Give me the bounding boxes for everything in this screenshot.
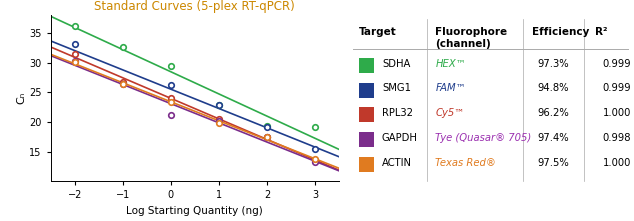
Text: 94.8%: 94.8% (538, 83, 569, 93)
Text: RPL32: RPL32 (382, 108, 413, 118)
Text: Efficiency: Efficiency (531, 27, 589, 37)
Text: R²: R² (595, 27, 607, 37)
Text: 97.3%: 97.3% (538, 59, 569, 69)
Text: 97.5%: 97.5% (538, 158, 569, 168)
Text: SDHA: SDHA (382, 59, 410, 69)
Text: 0.999: 0.999 (602, 83, 631, 93)
Text: FAM™: FAM™ (436, 83, 466, 93)
Bar (359, 132, 373, 147)
Bar (359, 83, 373, 97)
Text: Cy5™: Cy5™ (436, 108, 465, 118)
Text: Target: Target (359, 27, 396, 37)
Text: 96.2%: 96.2% (538, 108, 569, 118)
Text: 1.000: 1.000 (602, 108, 631, 118)
Text: Texas Red®: Texas Red® (436, 158, 496, 168)
Text: GAPDH: GAPDH (382, 133, 418, 143)
Title: Standard Curves (5-plex RT-qPCR): Standard Curves (5-plex RT-qPCR) (94, 0, 295, 13)
Text: SMG1: SMG1 (382, 83, 411, 93)
Text: 0.998: 0.998 (602, 133, 631, 143)
Text: 1.000: 1.000 (602, 158, 631, 168)
X-axis label: Log Starting Quantity (ng): Log Starting Quantity (ng) (127, 206, 263, 216)
Text: HEX™: HEX™ (436, 59, 466, 69)
Bar (359, 107, 373, 122)
Text: Fluorophore
(channel): Fluorophore (channel) (436, 27, 508, 49)
Text: Tye (Quasar® 705): Tye (Quasar® 705) (436, 133, 532, 143)
Bar (359, 58, 373, 73)
Bar (359, 157, 373, 172)
Text: ACTIN: ACTIN (382, 158, 412, 168)
Y-axis label: Cₙ: Cₙ (16, 92, 27, 105)
Text: 0.999: 0.999 (602, 59, 631, 69)
Text: 97.4%: 97.4% (538, 133, 569, 143)
